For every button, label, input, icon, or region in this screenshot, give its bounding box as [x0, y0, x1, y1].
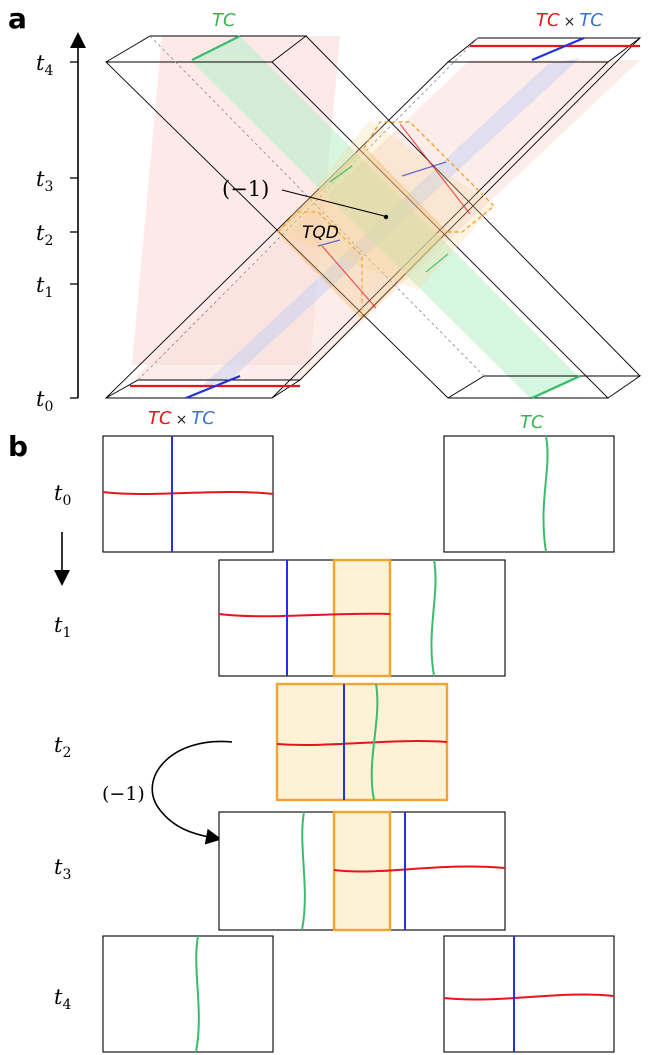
row-t0 [102, 435, 615, 553]
tick-label-t2: t2 [36, 221, 53, 249]
tc-label-bottom-right: TC [520, 412, 544, 433]
minus-one-label-a: (−1) [222, 177, 269, 201]
tqd-label: TQD [302, 223, 339, 243]
row-label-t4: t4 [54, 985, 71, 1013]
tqd-region [276, 120, 496, 320]
row-label-t0: t0 [54, 481, 71, 509]
row-label-t2: t2 [54, 733, 71, 761]
tick-label-t0: t0 [36, 387, 53, 415]
row-t2 [275, 682, 449, 802]
tick-label-t3: t3 [36, 167, 53, 195]
row-label-t1: t1 [54, 613, 71, 641]
row-label-t3: t3 [54, 855, 71, 883]
tcxtc-label-top-right: TC × TC [536, 10, 603, 31]
minus-one-annotation-a: (−1) [222, 177, 389, 220]
tcxtc-label-bottom-left: TC × TC [148, 408, 215, 429]
minus-one-label-b: (−1) [102, 783, 145, 805]
tick-label-t1: t1 [36, 273, 53, 301]
row-t4 [102, 935, 615, 1053]
row-t3 [218, 810, 506, 932]
time-axis-a [70, 32, 86, 399]
panel-b-letter: b [8, 430, 28, 463]
row-t1 [218, 558, 506, 678]
tc-label-top-left: TC [212, 10, 236, 31]
minus-one-annotation-b: (−1) [102, 740, 233, 845]
panel-a-letter: a [8, 2, 27, 35]
tick-label-t4: t4 [36, 51, 53, 79]
